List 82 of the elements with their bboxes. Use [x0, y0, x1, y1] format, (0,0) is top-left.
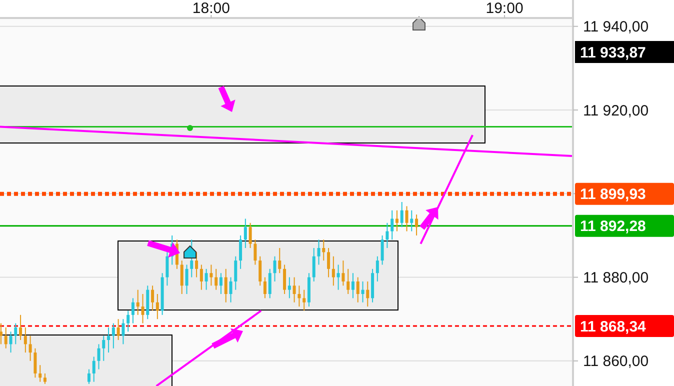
candlestick [14, 322, 18, 345]
y-tick-label: 11 880,00 [583, 270, 649, 287]
candlestick [346, 268, 350, 294]
candlestick [224, 268, 228, 303]
candlestick [122, 318, 125, 345]
candlestick [185, 264, 188, 294]
candlestick [317, 239, 320, 266]
candlestick [156, 294, 159, 320]
candlestick [336, 264, 340, 290]
candlestick [229, 276, 232, 303]
candlestick [200, 264, 203, 290]
candlestick [136, 289, 140, 316]
candlestick [410, 210, 414, 232]
candlestick [195, 252, 198, 278]
text: 11 933,87 [580, 44, 646, 62]
y-tick-label: 11 940,00 [583, 18, 649, 36]
candlestick [234, 256, 238, 290]
candlestick [141, 294, 144, 324]
candlestick [126, 310, 130, 332]
candlestick [415, 214, 418, 236]
candlestick [166, 252, 169, 286]
candlestick [239, 234, 242, 270]
candlestick [254, 239, 257, 266]
candlestick [219, 272, 222, 294]
y-tick-label: 11 860,00 [583, 353, 649, 370]
candlestick [390, 210, 394, 240]
candlestick [4, 326, 8, 349]
candlestick [97, 344, 100, 370]
candlestick [102, 335, 106, 362]
candlestick [28, 335, 32, 362]
candlestick [351, 272, 354, 299]
ref-line-label: 11 892,28 [580, 218, 646, 236]
candlestick [342, 260, 345, 286]
candlestick [131, 298, 134, 324]
candlestick [0, 322, 2, 345]
candlestick [116, 318, 120, 340]
candlestick [9, 331, 12, 354]
candlestick [376, 256, 379, 282]
candlestick [19, 314, 22, 340]
candlestick [87, 368, 90, 384]
y-tick-label: 11 920,00 [583, 102, 649, 120]
candlestick [298, 285, 301, 308]
candlestick [395, 210, 398, 232]
candlestick [38, 364, 42, 382]
candlestick [386, 222, 389, 248]
candlestick [112, 322, 115, 349]
candlestick [268, 268, 272, 299]
candlestick [327, 248, 330, 278]
candlestick [273, 256, 276, 282]
candlestick [312, 248, 316, 282]
candlestick [283, 264, 286, 294]
candlestick [322, 239, 326, 262]
x-tick-label: 18:00 [192, 0, 230, 17]
candlestick [204, 268, 208, 290]
candlestick [190, 239, 194, 278]
candlestick [210, 264, 213, 286]
candlestick [263, 276, 266, 299]
candlestick [248, 222, 252, 248]
candlestick [405, 206, 408, 232]
candlestick [92, 356, 96, 382]
candlestick [400, 202, 404, 228]
candlestick [258, 256, 262, 286]
candlestick [151, 285, 154, 312]
candlestick [302, 289, 306, 312]
candlestick [380, 234, 384, 266]
candlestick [180, 260, 184, 294]
candlestick [214, 268, 218, 290]
candlestick [292, 276, 296, 303]
candlestick [107, 326, 110, 354]
ref-line-label: 11 868,34 [580, 318, 647, 336]
candlestick [356, 276, 360, 303]
candlestick [361, 280, 364, 303]
ref-line-label: 11 899,93 [580, 186, 646, 204]
candlestick [288, 276, 291, 299]
candlestick [43, 372, 46, 384]
candlestick [244, 218, 247, 248]
candlestick [24, 326, 27, 354]
candlestick [366, 280, 370, 308]
candlestick [278, 248, 282, 274]
candlestick [34, 348, 37, 378]
x-tick-label: 19:00 [486, 0, 524, 17]
candlestick [332, 256, 335, 286]
